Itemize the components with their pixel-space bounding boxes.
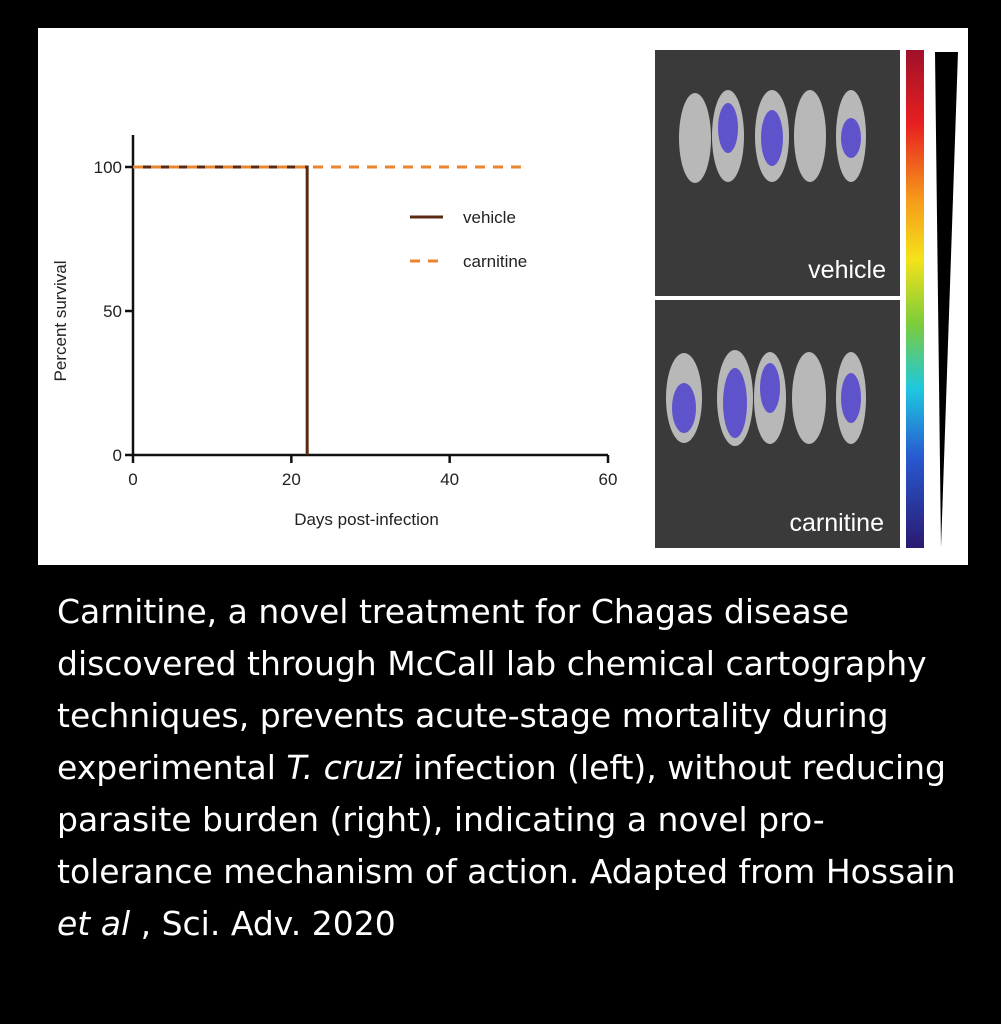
caption-text: T. cruzi bbox=[286, 748, 403, 787]
x-axis-label: Days post-infection bbox=[294, 510, 439, 529]
y-tick-label: 100 bbox=[94, 158, 122, 177]
mouse-photos: vehicle carnitine bbox=[655, 50, 958, 548]
caption-text: infection (left), without reducing paras… bbox=[57, 748, 956, 891]
y-axis-label: Percent survival bbox=[51, 261, 70, 382]
figure-panel: vehicle carnitine 0 50 100 0 20 40 60 Days post… bbox=[38, 28, 968, 565]
x-tick-label: 20 bbox=[282, 470, 301, 489]
scale-wedge bbox=[935, 52, 958, 548]
signal bbox=[672, 103, 861, 438]
caption-text: et al bbox=[57, 904, 131, 943]
x-tick-label: 40 bbox=[440, 470, 459, 489]
caption-text: , Sci. Adv. 2020 bbox=[130, 904, 396, 943]
legend-label: carnitine bbox=[463, 252, 527, 271]
photo-label: carnitine bbox=[790, 509, 885, 537]
photo-label: vehicle bbox=[808, 256, 886, 284]
legend-label: vehicle bbox=[463, 208, 516, 227]
caption-text: Carnitine, a novel treatment for Chagas … bbox=[57, 592, 927, 787]
x-tick-label: 0 bbox=[128, 470, 137, 489]
x-tick-label: 60 bbox=[599, 470, 618, 489]
chart: vehicle carnitine 0 50 100 0 20 40 60 Days post… bbox=[51, 50, 958, 548]
y-tick-label: 50 bbox=[103, 302, 122, 321]
y-tick-label: 0 bbox=[113, 446, 122, 465]
caption: Carnitine, a novel treatment for Chagas … bbox=[57, 586, 957, 950]
survival-line bbox=[133, 165, 309, 455]
color-scale bbox=[906, 50, 924, 548]
